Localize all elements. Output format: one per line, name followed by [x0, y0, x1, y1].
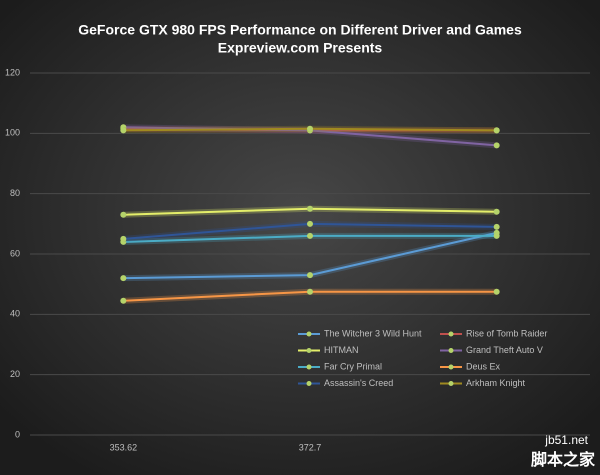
legend-label: Assassin's Creed	[324, 378, 393, 388]
point	[493, 208, 500, 215]
point	[493, 288, 500, 295]
point	[493, 232, 500, 239]
y-tick-label: 40	[10, 309, 20, 319]
legend-label: Grand Theft Auto V	[466, 345, 543, 355]
point	[120, 127, 127, 134]
x-tick-label: 353.62	[110, 442, 138, 452]
point	[493, 142, 500, 149]
legend-label: Deus Ex	[466, 361, 501, 371]
chart-subtitle: Expreview.com Presents	[218, 40, 383, 56]
legend-label: HITMAN	[324, 345, 359, 355]
legend-marker	[448, 364, 454, 370]
point	[307, 125, 313, 132]
legend-marker	[306, 364, 312, 370]
point	[307, 272, 313, 279]
y-tick-label: 60	[10, 248, 20, 258]
point	[120, 297, 127, 304]
point	[307, 288, 313, 295]
point	[307, 232, 313, 239]
legend-label: The Witcher 3 Wild Hunt	[324, 328, 422, 338]
y-tick-label: 20	[10, 369, 20, 379]
legend-marker	[448, 348, 454, 353]
y-tick-label: 80	[10, 188, 20, 198]
x-tick-label: 372.7	[299, 442, 322, 452]
point	[120, 235, 127, 242]
point	[307, 220, 313, 227]
chart-title: GeForce GTX 980 FPS Performance on Diffe…	[78, 22, 522, 38]
y-tick-label: 100	[5, 128, 20, 138]
legend-marker	[306, 381, 312, 386]
watermark-site: jb51.net	[544, 433, 588, 447]
legend-marker	[448, 331, 454, 337]
legend-marker	[306, 331, 312, 337]
point	[307, 205, 313, 212]
legend-label: Far Cry Primal	[324, 361, 382, 371]
legend-marker	[448, 381, 454, 386]
legend-label: Rise of Tomb Raider	[466, 328, 547, 338]
point	[120, 275, 127, 282]
legend-marker	[306, 348, 312, 353]
watermark-name: 脚本之家	[531, 450, 596, 469]
y-tick-label: 0	[15, 429, 20, 439]
point	[120, 211, 127, 218]
point	[493, 127, 500, 134]
legend-label: Arkham Knight	[466, 378, 526, 388]
point	[493, 223, 500, 230]
y-tick-label: 120	[5, 67, 20, 77]
